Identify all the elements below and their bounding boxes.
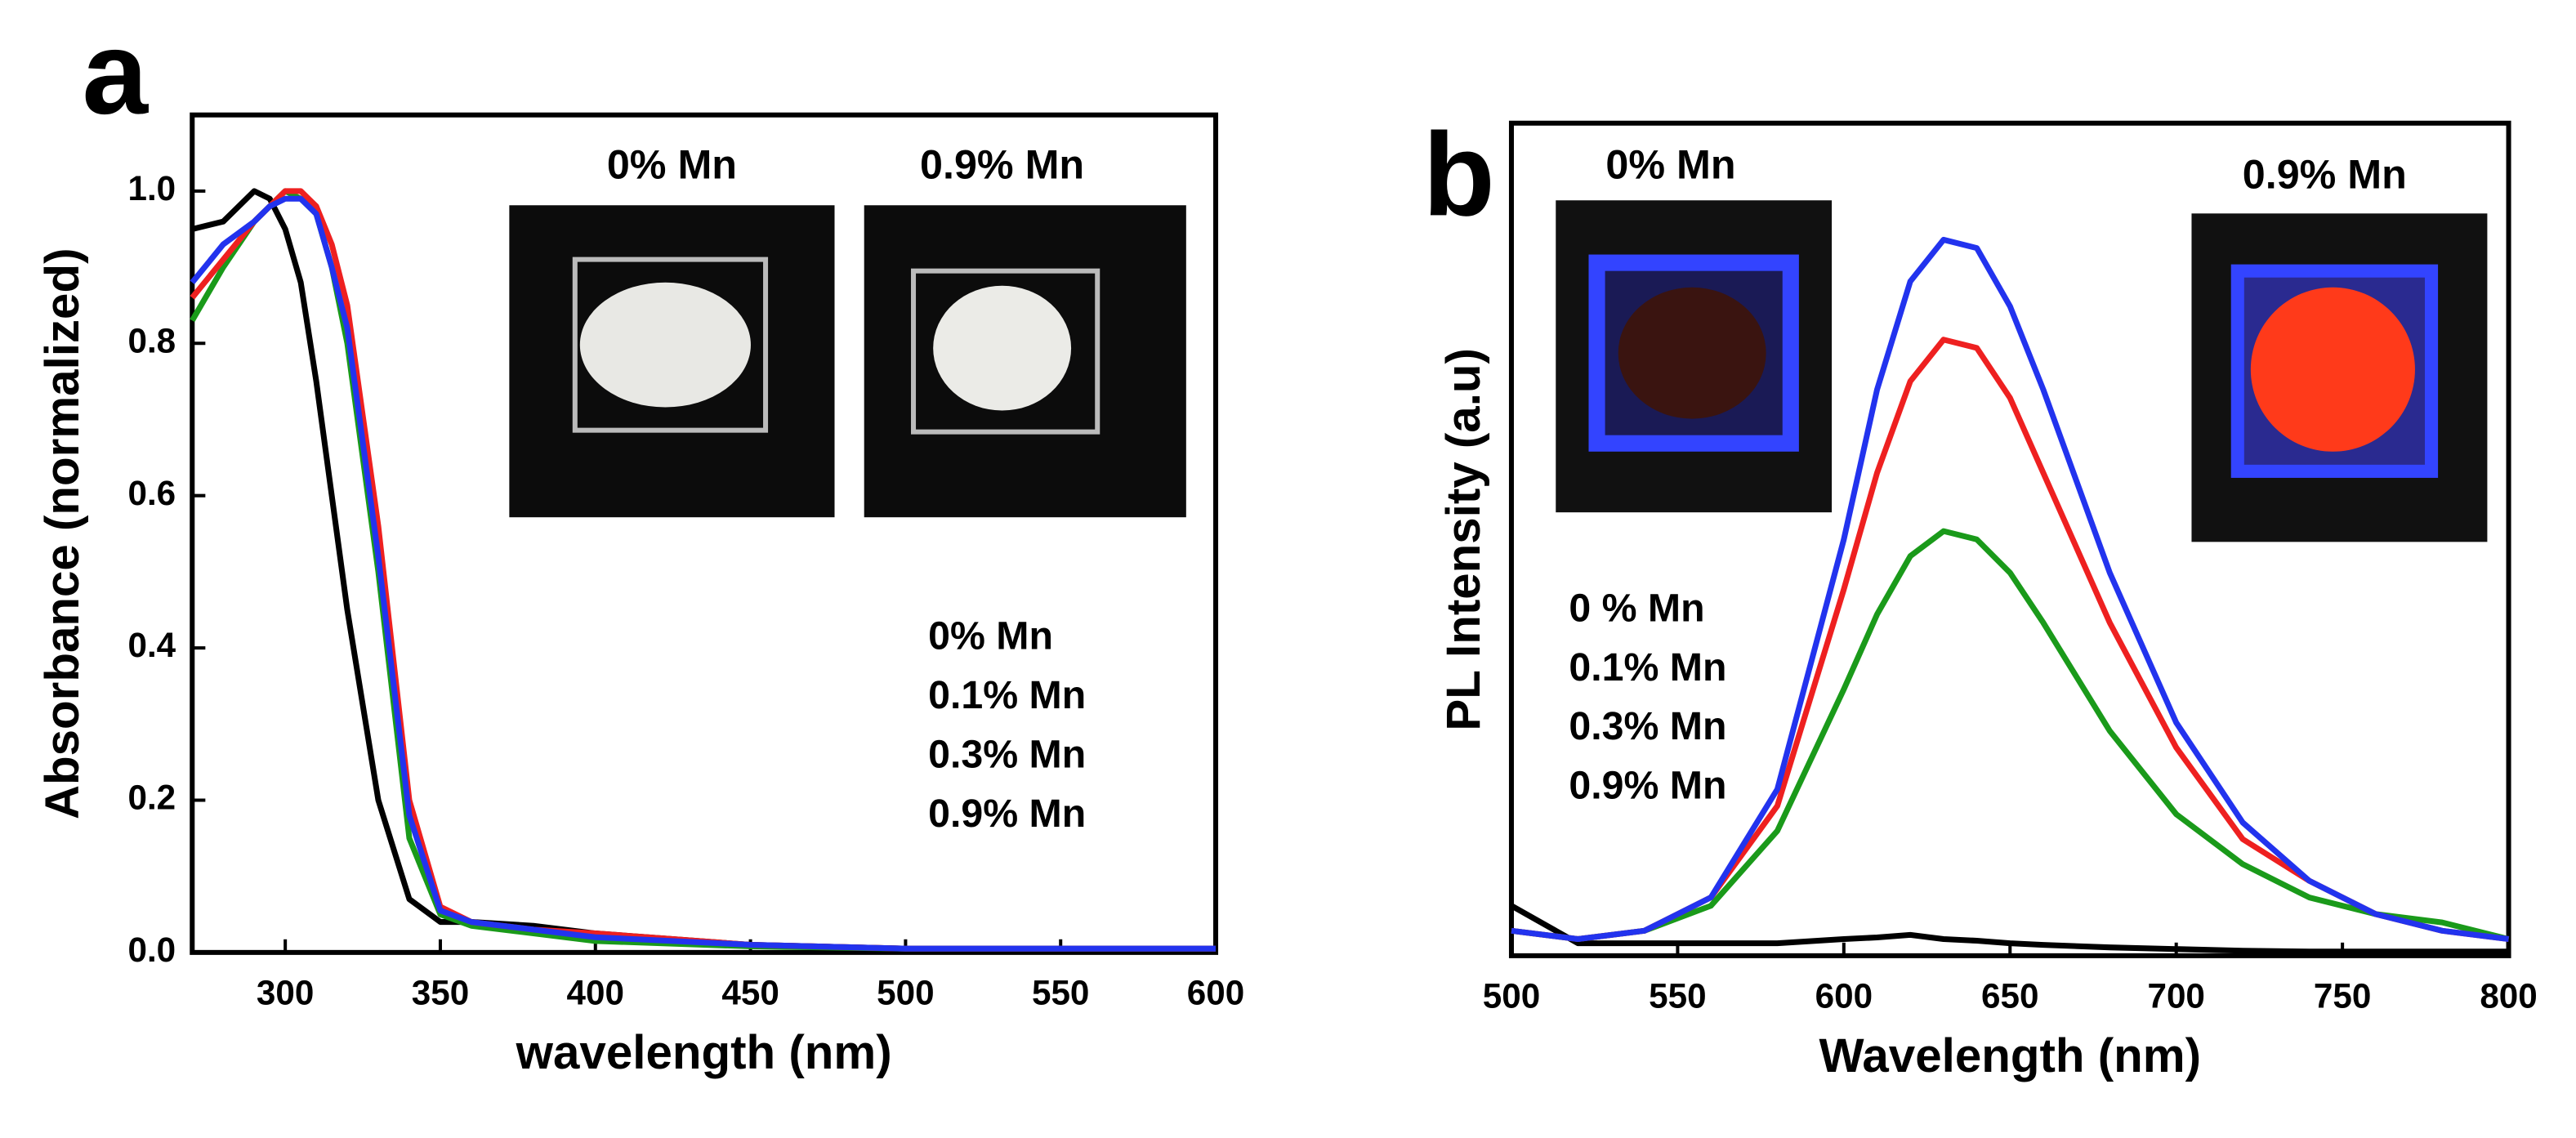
panel-label: a <box>82 7 149 139</box>
y-tick-label: 0.0 <box>127 930 176 969</box>
inset-frame <box>572 257 769 433</box>
data-line <box>1510 903 2509 955</box>
x-tick-label: 650 <box>1981 976 2038 1015</box>
y-axis-label: PL Intensity (a.u) <box>1437 348 1490 731</box>
x-tick-label: 700 <box>2147 976 2204 1015</box>
inset-powder <box>1618 287 1766 419</box>
x-tick-label: 550 <box>1032 973 1089 1011</box>
inset-label: 0% Mn <box>1605 141 1735 187</box>
y-tick-label: 0.2 <box>127 779 176 817</box>
legend-entry: 0.1% Mn <box>928 673 1086 717</box>
x-axis-label: Wavelength (nm) <box>1819 1029 2201 1082</box>
inset-frame <box>911 268 1100 435</box>
data-line <box>1511 528 2510 943</box>
y-tick-label: 0.4 <box>127 626 176 664</box>
x-tick-label: 550 <box>1649 976 1706 1015</box>
data-line <box>190 195 1217 952</box>
x-tick-label: 400 <box>567 973 624 1011</box>
inset-label: 0% Mn <box>607 141 737 187</box>
inset-label: 0.9% Mn <box>2243 151 2407 197</box>
legend-entry: 0.3% Mn <box>1569 704 1726 748</box>
legend-entry: 0.9% Mn <box>1569 764 1726 808</box>
y-tick-label: 0.8 <box>127 321 176 359</box>
inset-powder <box>933 285 1072 411</box>
x-tick-label: 600 <box>1815 976 1873 1015</box>
panel-label: b <box>1422 108 1494 240</box>
insets <box>509 200 2488 542</box>
plot-frame <box>190 112 1219 955</box>
x-tick-label: 350 <box>412 973 469 1011</box>
x-tick-label: 800 <box>2480 976 2537 1015</box>
x-tick-label: 450 <box>721 973 779 1011</box>
legend-entry: 0.3% Mn <box>928 732 1086 776</box>
inset-powder <box>2250 287 2415 452</box>
x-axis-label: wavelength (nm) <box>516 1026 892 1079</box>
inset-label: 0.9% Mn <box>920 141 1084 187</box>
x-tick-label: 500 <box>877 973 934 1011</box>
legend-entry: 0 % Mn <box>1569 587 1704 631</box>
legend-entry: 0% Mn <box>928 614 1053 658</box>
legend-entry: 0.1% Mn <box>1569 645 1726 689</box>
legend-entry: 0.9% Mn <box>928 792 1086 836</box>
y-axis-label: Absorbance (normalized) <box>36 248 89 820</box>
y-tick-label: 1.0 <box>127 169 176 208</box>
y-tick-label: 0.6 <box>127 474 176 512</box>
data-line <box>1511 236 2509 943</box>
x-tick-label: 500 <box>1483 976 1540 1015</box>
x-tick-label: 300 <box>257 973 314 1011</box>
inset-powder <box>579 282 751 408</box>
x-tick-label: 600 <box>1187 973 1244 1011</box>
x-tick-label: 750 <box>2314 976 2371 1015</box>
